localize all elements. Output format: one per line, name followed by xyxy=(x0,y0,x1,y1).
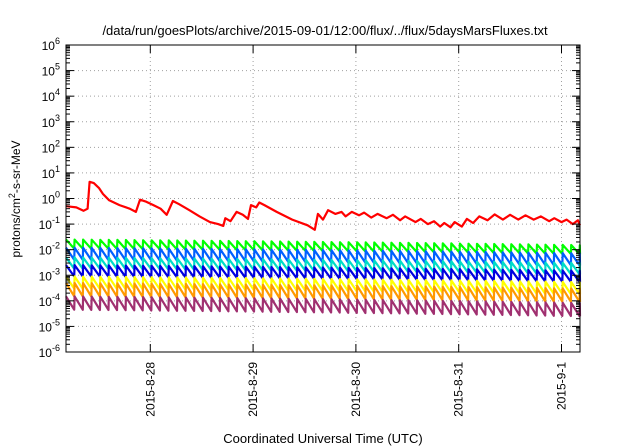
y-tick-label: 102 xyxy=(42,138,60,155)
x-tick-label: 2015-9-1 xyxy=(554,362,568,410)
x-axis-label: Coordinated Universal Time (UTC) xyxy=(223,431,422,446)
series-line xyxy=(65,180,582,231)
y-axis: 10-6 10-5 10-4 10-3 10-2 10-1 100 101 102 103 104 1… xyxy=(39,36,580,360)
x-tick-label: 2015-8-31 xyxy=(452,362,466,417)
y-tick-label: 106 xyxy=(42,36,60,53)
y-tick-label: 10-5 xyxy=(39,317,60,334)
series-line xyxy=(65,264,582,284)
series-line xyxy=(65,246,582,267)
series-line xyxy=(65,256,582,276)
x-tick-label: 2015-8-28 xyxy=(143,362,157,417)
y-tick-label: 103 xyxy=(42,113,60,130)
y-tick-label: 100 xyxy=(42,190,60,207)
y-axis-label: protons/cm2-s-sr-MeV xyxy=(7,140,23,257)
series-line xyxy=(65,295,582,318)
y-tick-label: 105 xyxy=(42,62,60,79)
series-line xyxy=(65,238,582,256)
series-line xyxy=(65,275,582,296)
y-tick-label: 10-4 xyxy=(39,292,60,309)
y-tick-label: 10-3 xyxy=(39,266,60,283)
x-tick-label: 2015-8-30 xyxy=(349,362,363,417)
chart-title: /data/run/goesPlots/archive/2015-09-01/1… xyxy=(102,23,548,38)
x-tick-label: 2015-8-29 xyxy=(246,362,260,417)
y-tick-label: 101 xyxy=(42,164,60,181)
series-line xyxy=(65,281,582,303)
y-tick-label: 10-6 xyxy=(39,343,60,360)
y-tick-label: 10-2 xyxy=(39,241,60,258)
x-axis: 2015-8-28 2015-8-29 2015-8-30 2015-8-31 2015… xyxy=(143,45,568,417)
y-tick-label: 10-1 xyxy=(39,215,60,232)
y-tick-label: 104 xyxy=(42,87,60,104)
series-group xyxy=(65,180,582,318)
